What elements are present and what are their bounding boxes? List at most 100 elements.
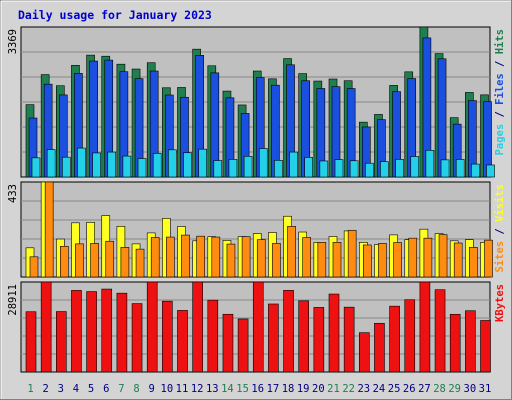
bar-sites xyxy=(241,236,251,278)
bar-pages xyxy=(334,159,344,178)
bar-pages xyxy=(274,160,283,178)
day-label: 11 xyxy=(176,383,189,395)
panel-2: 433 Sites / Visits xyxy=(7,181,506,278)
series-kbytes xyxy=(25,281,491,373)
legend-part: Hits xyxy=(494,29,506,54)
day-label: 31 xyxy=(479,383,492,395)
bar-sites xyxy=(469,247,478,278)
day-label: 5 xyxy=(88,383,94,395)
bar-pages xyxy=(228,159,238,178)
bar-kbytes xyxy=(101,288,113,373)
bar-sites xyxy=(29,256,39,278)
day-label: 28 xyxy=(433,383,446,395)
bar-sites xyxy=(196,235,205,278)
series-sites xyxy=(29,181,493,278)
bar-pages xyxy=(380,161,389,178)
y-max-label: 3369 xyxy=(7,29,19,54)
day-label: 6 xyxy=(103,383,109,395)
bar-kbytes xyxy=(419,281,431,373)
day-label: 4 xyxy=(73,383,79,395)
bar-kbytes xyxy=(177,310,188,373)
bar-kbytes xyxy=(480,320,491,373)
panel-3: 28911 KBytes xyxy=(7,281,506,373)
series-legend-label: Sites / Visits xyxy=(494,184,506,273)
bar-sites xyxy=(150,237,160,278)
day-label: 14 xyxy=(221,383,234,395)
bar-pages xyxy=(183,152,192,178)
bar-sites xyxy=(378,243,387,278)
bar-kbytes xyxy=(343,306,355,373)
series-files xyxy=(28,37,492,178)
bar-sites xyxy=(302,237,312,278)
bar-kbytes xyxy=(237,318,249,373)
day-label: 15 xyxy=(236,383,249,395)
bar-kbytes xyxy=(116,292,128,373)
bar-kbytes xyxy=(146,281,158,373)
day-label: 12 xyxy=(191,383,204,395)
bar-kbytes xyxy=(252,281,264,373)
bar-sites xyxy=(347,229,357,278)
bar-pages xyxy=(289,151,298,178)
bar-kbytes xyxy=(268,303,279,373)
bar-kbytes xyxy=(298,300,310,373)
bar-pages xyxy=(152,153,162,178)
day-label: 16 xyxy=(251,383,264,395)
bar-kbytes xyxy=(55,311,67,373)
bar-pages xyxy=(137,158,147,178)
bar-pages xyxy=(395,159,404,178)
day-label: 29 xyxy=(448,383,461,395)
bar-pages xyxy=(31,157,41,178)
bar-sites xyxy=(438,234,448,278)
day-label: 25 xyxy=(388,383,401,395)
legend-part: / xyxy=(494,222,506,241)
bar-kbytes xyxy=(404,299,416,373)
bar-pages xyxy=(425,149,435,178)
bar-kbytes xyxy=(86,291,97,373)
bar-kbytes xyxy=(374,322,385,373)
bar-sites xyxy=(484,239,493,278)
day-label: 1 xyxy=(27,383,33,395)
legend-part: / xyxy=(494,54,506,73)
legend-part: Visits xyxy=(494,184,506,222)
bar-sites xyxy=(44,181,54,278)
bar-sites xyxy=(120,247,130,278)
bar-sites xyxy=(59,245,69,278)
day-label: 13 xyxy=(206,383,219,395)
legend-part: KBytes xyxy=(494,284,506,322)
x-axis-day-labels: 1 2 3 4 5 6 7 8 9 10 11 12 13 14 15 16 17 18 19 20 21 22 23 24 2… xyxy=(27,383,491,395)
bar-sites xyxy=(362,244,372,278)
bar-sites xyxy=(453,242,463,278)
day-label: 23 xyxy=(357,383,370,395)
bar-sites xyxy=(75,243,84,278)
chart-title: Daily usage for January 2023 xyxy=(18,8,212,22)
bar-pages xyxy=(410,156,420,178)
bar-kbytes xyxy=(192,281,203,373)
y-max-label: 433 xyxy=(7,184,19,203)
series-legend-label: KBytes xyxy=(494,284,506,322)
bar-kbytes xyxy=(434,289,446,373)
bar-kbytes xyxy=(313,307,325,373)
bar-sites xyxy=(272,243,281,278)
bar-pages xyxy=(198,148,207,178)
bar-kbytes xyxy=(389,305,400,373)
day-label: 3 xyxy=(58,383,64,395)
bar-pages xyxy=(243,156,253,178)
day-label: 22 xyxy=(342,383,355,395)
bar-kbytes xyxy=(222,313,234,373)
bar-kbytes xyxy=(465,310,476,373)
bar-pages xyxy=(349,160,359,178)
bar-pages xyxy=(364,162,374,178)
bar-sites xyxy=(211,236,221,278)
legend-part: Files xyxy=(494,73,506,105)
bar-kbytes xyxy=(328,293,340,373)
bar-sites xyxy=(408,237,418,278)
bar-pages xyxy=(92,152,101,178)
day-label: 26 xyxy=(403,383,416,395)
day-label: 20 xyxy=(312,383,325,395)
legend-part: / xyxy=(494,105,506,124)
bar-kbytes xyxy=(283,290,294,373)
bar-pages xyxy=(61,156,71,178)
bar-kbytes xyxy=(449,313,461,373)
legend-part: Sites xyxy=(494,241,506,273)
